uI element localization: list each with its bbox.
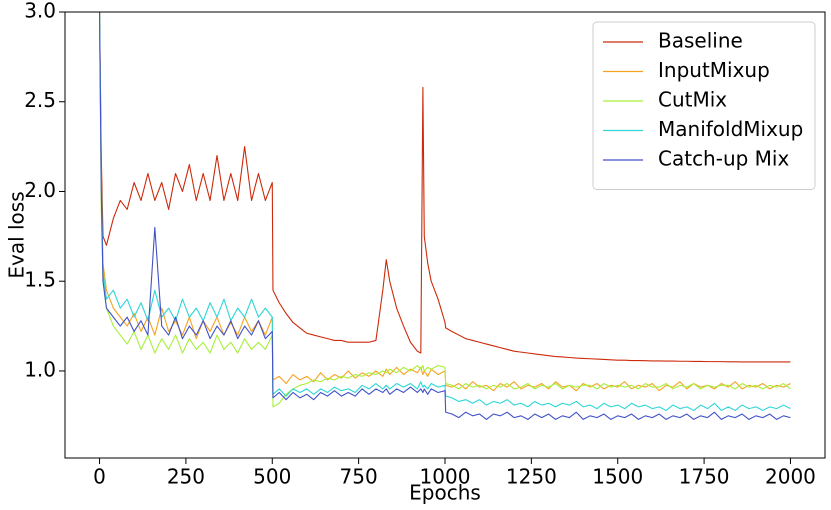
line-series [98, 12, 791, 363]
line-series [98, 12, 791, 411]
y-axis-label: Eval loss [5, 191, 29, 278]
x-tick-label: 750 [340, 465, 378, 489]
x-axis-label: Epochs [409, 481, 481, 505]
y-tick-label: 2.5 [24, 88, 56, 112]
legend-label: Catch-up Mix [658, 147, 789, 171]
legend-box [592, 21, 816, 190]
line-series [98, 12, 791, 392]
x-tick-label: 250 [167, 465, 205, 489]
x-tick-label: 500 [253, 465, 291, 489]
legend-label: ManifoldMixup [658, 117, 803, 141]
x-tick-label: 2000 [765, 465, 816, 489]
legend-label: InputMixup [658, 58, 770, 82]
y-tick-label: 3.0 [24, 0, 56, 23]
legend-label: CutMix [658, 88, 727, 112]
y-tick-label: 1.5 [24, 268, 56, 292]
y-tick-label: 1.0 [24, 357, 56, 381]
line-series [98, 12, 791, 420]
x-tick-label: 1750 [679, 465, 730, 489]
x-tick-label: 1000 [420, 465, 471, 489]
legend-label: Baseline [658, 29, 743, 53]
plot-frame [64, 11, 826, 459]
y-tick-label: 2.0 [24, 178, 56, 202]
x-tick-label: 1500 [592, 465, 643, 489]
x-tick-label: 1250 [506, 465, 557, 489]
x-tick-label: 0 [93, 465, 106, 489]
line-series [98, 12, 791, 408]
plot-lines [98, 12, 791, 420]
